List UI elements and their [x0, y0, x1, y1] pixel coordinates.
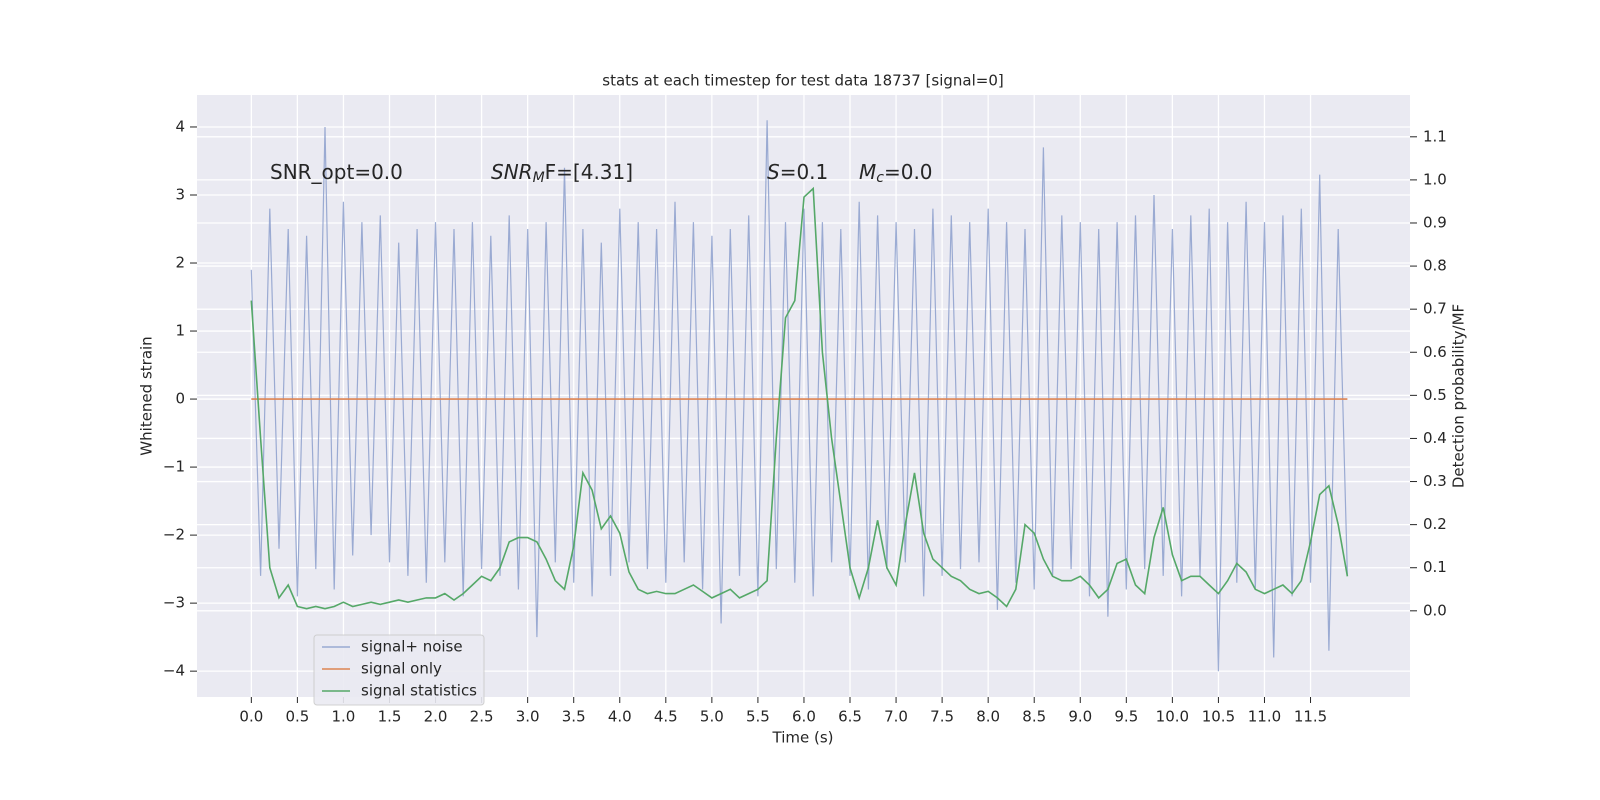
chart-title: stats at each timestep for test data 187…: [602, 72, 1003, 90]
x-tick-label: 3.5: [562, 708, 586, 726]
y-tick-label: 0: [175, 390, 185, 408]
y2-tick-label: 0.7: [1423, 300, 1447, 318]
x-tick-label: 4.0: [608, 708, 632, 726]
x-tick-label: 6.0: [792, 708, 816, 726]
legend-label: signal+ noise: [361, 638, 463, 656]
x-tick-label: 10.0: [1156, 708, 1189, 726]
y2-tick-label: 0.8: [1423, 257, 1447, 275]
y-tick-label: −2: [163, 526, 185, 544]
x-tick-label: 0.5: [285, 708, 309, 726]
annotation-part: S: [767, 160, 780, 184]
y2-tick-label: 0.5: [1423, 386, 1447, 404]
y2-tick-label: 1.0: [1423, 170, 1447, 188]
annotation-part: =0.1: [780, 160, 829, 184]
y-tick-label: −1: [163, 458, 185, 476]
y-axis-label: Whitened strain: [138, 336, 156, 455]
legend-label: signal statistics: [361, 682, 477, 700]
legend-box: [313, 634, 485, 706]
x-tick-label: 0.0: [239, 708, 263, 726]
x-tick-label: 8.5: [1022, 708, 1046, 726]
y2-tick-label: 0.1: [1423, 558, 1447, 576]
x-tick-label: 9.5: [1114, 708, 1138, 726]
annotation-part: M: [859, 160, 876, 184]
x-tick-label: 7.5: [930, 708, 954, 726]
y2-tick-label: 0.3: [1423, 472, 1447, 490]
x-tick-label: 5.5: [746, 708, 770, 726]
y2-tick-label: 0.4: [1423, 429, 1447, 447]
series-line: [250, 186, 1349, 610]
annotation: SNRMF=[4.31]: [491, 160, 633, 187]
x-tick-label: 5.0: [700, 708, 724, 726]
y-tick-label: −3: [163, 594, 185, 612]
y-tick-label: 4: [175, 117, 185, 135]
annotation: Mc=0.0: [859, 160, 933, 187]
annotation-part: c: [876, 170, 884, 186]
x-tick-label: 9.0: [1068, 708, 1092, 726]
annotation-part: SNR: [491, 160, 533, 184]
x-tick-label: 11.0: [1248, 708, 1281, 726]
y-tick-label: 2: [175, 254, 185, 272]
y2-tick-label: 0.0: [1423, 601, 1447, 619]
annotation: SNR_opt=0.0: [270, 160, 403, 184]
x-tick-label: 2.5: [470, 708, 494, 726]
y2-axis-label: Detection probability/MF: [1450, 304, 1468, 488]
annotation-part: M: [533, 170, 545, 186]
annotation-part: F=[4.31]: [545, 160, 633, 184]
x-tick-label: 2.0: [424, 708, 448, 726]
x-tick-label: 1.5: [378, 708, 402, 726]
x-tick-label: 3.0: [516, 708, 540, 726]
y-tick-label: −4: [163, 662, 185, 680]
y2-tick-label: 0.9: [1423, 213, 1447, 231]
y-tick-label: 3: [175, 185, 185, 203]
x-tick-label: 6.5: [838, 708, 862, 726]
x-tick-label: 11.5: [1294, 708, 1327, 726]
x-tick-label: 10.5: [1202, 708, 1235, 726]
y2-tick-label: 1.1: [1423, 127, 1447, 145]
legend-label: signal only: [361, 660, 442, 678]
annotation-part: =0.0: [884, 160, 933, 184]
y2-tick-label: 0.6: [1423, 343, 1447, 361]
x-tick-label: 8.0: [976, 708, 1000, 726]
x-tick-label: 7.0: [884, 708, 908, 726]
x-tick-label: 4.5: [654, 708, 678, 726]
annotation-part: SNR_opt=0.0: [270, 160, 403, 184]
x-tick-label: 1.0: [332, 708, 356, 726]
y-tick-label: 1: [175, 322, 185, 340]
annotation: S=0.1: [767, 160, 828, 184]
x-axis-label: Time (s): [772, 729, 834, 747]
y2-tick-label: 0.2: [1423, 515, 1447, 533]
